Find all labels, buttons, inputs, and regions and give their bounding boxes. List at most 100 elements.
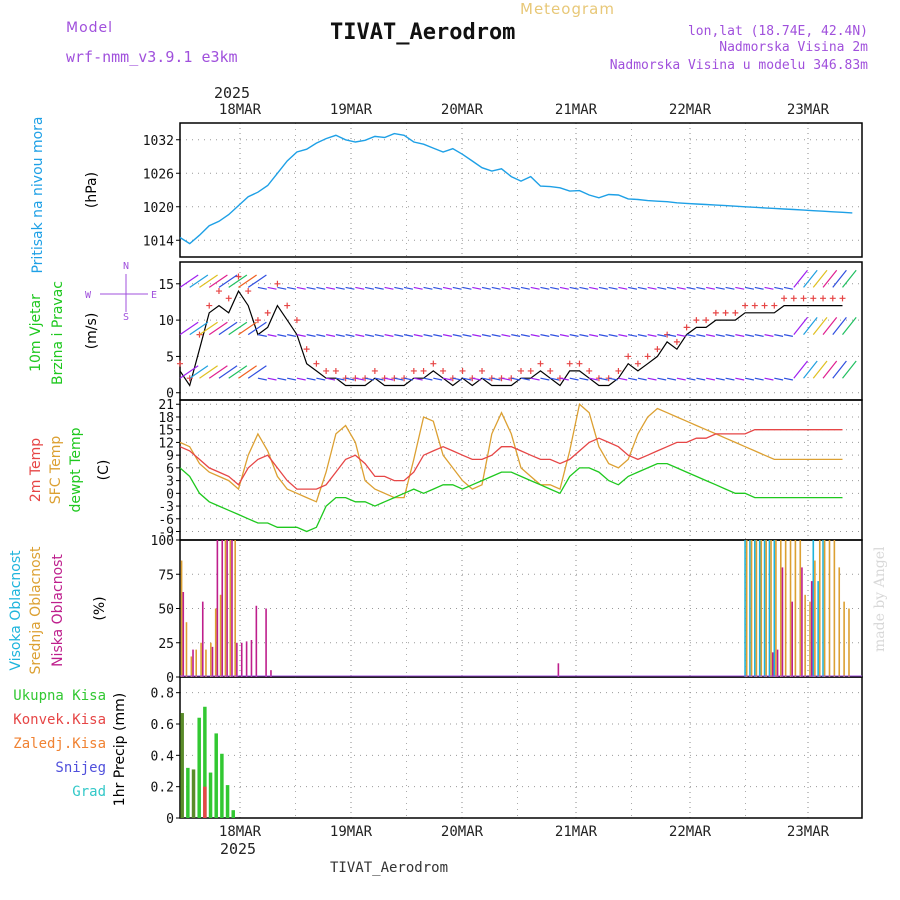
wind-barb bbox=[257, 286, 267, 290]
y-tick-label: 0 bbox=[166, 671, 174, 686]
wind-barb bbox=[735, 377, 745, 381]
page-title: TIVAT_Aerodrom bbox=[330, 20, 516, 45]
wind-barb bbox=[540, 286, 550, 290]
wind-barb bbox=[812, 269, 828, 288]
wind-barb bbox=[462, 286, 472, 290]
compass-n-label: N bbox=[123, 261, 129, 272]
y-tick-label: 3 bbox=[166, 475, 174, 490]
y-tick-label: 0.6 bbox=[151, 718, 174, 733]
pressure-side-label: Pritisak na nivou mora bbox=[30, 116, 46, 273]
wind-barb bbox=[657, 286, 667, 290]
wind-barb bbox=[676, 377, 686, 381]
wind-barb bbox=[618, 334, 628, 337]
y-tick-label: 21 bbox=[158, 398, 174, 413]
wind-gust-marker bbox=[215, 288, 222, 295]
wind-gust-marker bbox=[420, 367, 427, 374]
bottom-year-label: 2025 bbox=[220, 840, 256, 858]
wind-gust-marker bbox=[722, 309, 729, 316]
wind-gust-marker bbox=[673, 338, 680, 345]
y-tick-label: -6 bbox=[158, 513, 174, 528]
wind-barb bbox=[520, 286, 530, 290]
wind-barb bbox=[705, 334, 716, 337]
wind-barb bbox=[189, 321, 209, 336]
wind-barb bbox=[803, 269, 818, 288]
y-tick-label: 0.2 bbox=[151, 781, 174, 796]
wind-barb bbox=[608, 334, 618, 337]
wind-barb bbox=[345, 334, 355, 337]
wind-gust-marker bbox=[537, 360, 544, 367]
wind-barb bbox=[608, 377, 618, 381]
wind-barb bbox=[296, 334, 306, 337]
y-tick-label: 1014 bbox=[143, 234, 174, 249]
wind-barb bbox=[637, 334, 647, 337]
wind-barb bbox=[247, 321, 267, 336]
wind-barb bbox=[540, 377, 550, 381]
bottom-day-label: 22MAR bbox=[669, 824, 712, 840]
wind-barb bbox=[384, 286, 394, 290]
temp-side-label-2: SFC Temp bbox=[48, 436, 64, 505]
top-day-label: 19MAR bbox=[330, 102, 373, 118]
temp-2m-line bbox=[179, 429, 843, 490]
precip-total-bar bbox=[203, 706, 207, 818]
wind-barb bbox=[764, 286, 774, 290]
compass-w-label: W bbox=[85, 290, 92, 301]
wind-gust-marker bbox=[547, 367, 554, 374]
wind-barb bbox=[832, 269, 847, 288]
wind-barb bbox=[218, 321, 238, 336]
precip-total-bar bbox=[186, 767, 190, 818]
wind-barb bbox=[530, 334, 540, 337]
wind-barb bbox=[783, 334, 794, 337]
y-tick-label: 25 bbox=[158, 637, 174, 652]
wind-barb bbox=[374, 286, 384, 290]
wind-unit-label: (m/s) bbox=[84, 313, 100, 350]
wind-barb bbox=[199, 365, 218, 379]
y-tick-label: 50 bbox=[158, 603, 174, 618]
wind-barb bbox=[628, 377, 638, 381]
wind-gust-marker bbox=[771, 302, 778, 309]
temp-unit-label: (C) bbox=[96, 460, 112, 481]
top-day-label: 21MAR bbox=[555, 102, 598, 118]
wind-barb bbox=[783, 377, 794, 381]
y-tick-label: 18 bbox=[158, 411, 174, 426]
cloud-side-label-2: Srednja Oblacnost bbox=[28, 546, 44, 674]
wind-barb bbox=[481, 334, 491, 337]
wind-barb bbox=[559, 334, 569, 337]
wind-barb bbox=[744, 286, 755, 290]
wind-gust-marker bbox=[634, 360, 641, 367]
wind-barb bbox=[345, 377, 355, 381]
wind-barb bbox=[287, 334, 297, 337]
wind-barb bbox=[228, 321, 248, 336]
y-tick-label: 10 bbox=[158, 314, 174, 329]
wind-barb bbox=[238, 274, 257, 288]
wind-barb bbox=[832, 360, 847, 379]
temp-side-label-3: dewpt Temp bbox=[68, 427, 84, 512]
wind-barb bbox=[403, 334, 414, 337]
wind-barb bbox=[618, 286, 628, 290]
wind-barb bbox=[657, 334, 667, 337]
wind-gust-marker bbox=[235, 273, 242, 280]
wind-barb bbox=[481, 377, 491, 381]
wind-gust-marker bbox=[732, 309, 739, 316]
precip-unit-label: 1hr Precip (mm) bbox=[112, 693, 128, 806]
wind-gust-marker bbox=[781, 295, 788, 302]
wind-barb bbox=[413, 377, 423, 381]
precip-legend-item: Ukupna Kisa bbox=[13, 688, 106, 704]
wind-barb bbox=[335, 286, 345, 290]
wind-barb bbox=[783, 286, 794, 290]
y-tick-label: 75 bbox=[158, 568, 174, 583]
wind-barb bbox=[579, 334, 589, 337]
wind-gust-marker bbox=[186, 375, 193, 382]
wind-barb bbox=[355, 286, 365, 290]
bottom-day-label: 19MAR bbox=[330, 824, 373, 840]
wind-barb bbox=[316, 286, 326, 290]
y-tick-label: 1032 bbox=[143, 134, 174, 149]
wind-gust-marker bbox=[790, 295, 797, 302]
wind-barb bbox=[208, 274, 228, 288]
wind-gust-marker bbox=[206, 302, 213, 309]
wind-barb bbox=[364, 377, 375, 381]
wind-barb bbox=[637, 286, 647, 290]
wind-gust-marker bbox=[479, 367, 486, 374]
y-tick-label: 5 bbox=[166, 350, 174, 365]
wind-barb bbox=[520, 377, 530, 381]
